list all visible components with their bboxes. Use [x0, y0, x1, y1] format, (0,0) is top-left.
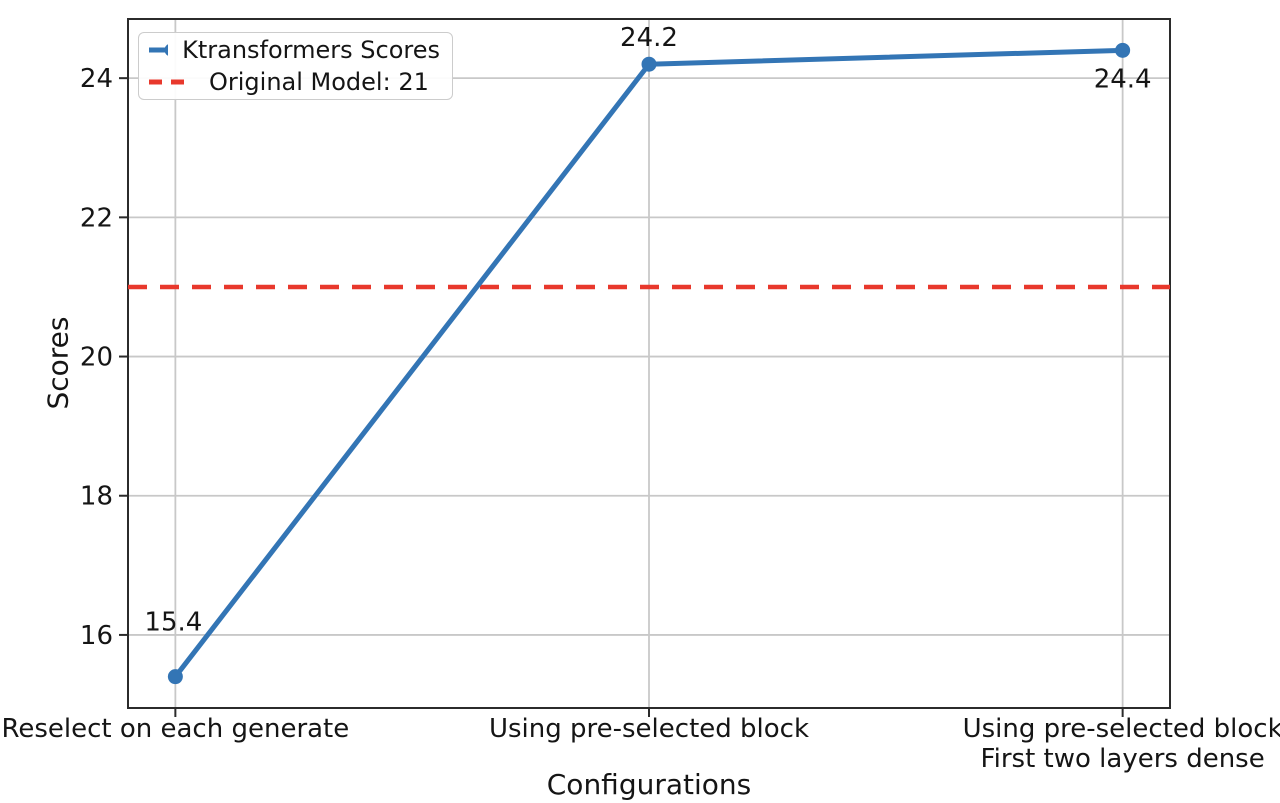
x-tick-label: Using pre-selected block First two layers…	[963, 714, 1280, 774]
y-tick-label: 16	[80, 621, 113, 651]
y-tick-label: 24	[80, 64, 113, 94]
point-annotation: 24.2	[620, 23, 678, 53]
x-tick-label: Reselect on each generate	[1, 714, 349, 744]
legend-label-original-model: Original Model: 21	[209, 68, 429, 96]
y-tick-label: 22	[80, 203, 113, 233]
data-point-marker	[167, 669, 183, 685]
legend-series-line-marker-sample	[149, 44, 169, 56]
y-axis-label: Scores	[41, 316, 75, 410]
data-point-marker	[1115, 42, 1131, 58]
legend-entry-original-model: Original Model: 21	[147, 68, 440, 96]
point-annotation: 24.4	[1094, 64, 1152, 94]
legend-dashed-line-sample	[149, 79, 193, 85]
legend-label-ktransformers-scores: Ktransformers Scores	[182, 36, 440, 64]
legend-entry-ktransformers-scores: Ktransformers Scores	[147, 36, 440, 64]
x-axis-label: Configurations	[546, 768, 752, 801]
legend-dot-marker-sample	[164, 44, 169, 56]
data-point-marker	[641, 56, 657, 72]
y-tick-label: 20	[80, 343, 113, 373]
legend: Ktransformers Scores Original Model: 21	[138, 32, 453, 100]
y-tick-label: 18	[80, 482, 113, 512]
x-tick-label: Using pre-selected block	[489, 714, 809, 744]
point-annotation: 15.4	[144, 608, 202, 638]
